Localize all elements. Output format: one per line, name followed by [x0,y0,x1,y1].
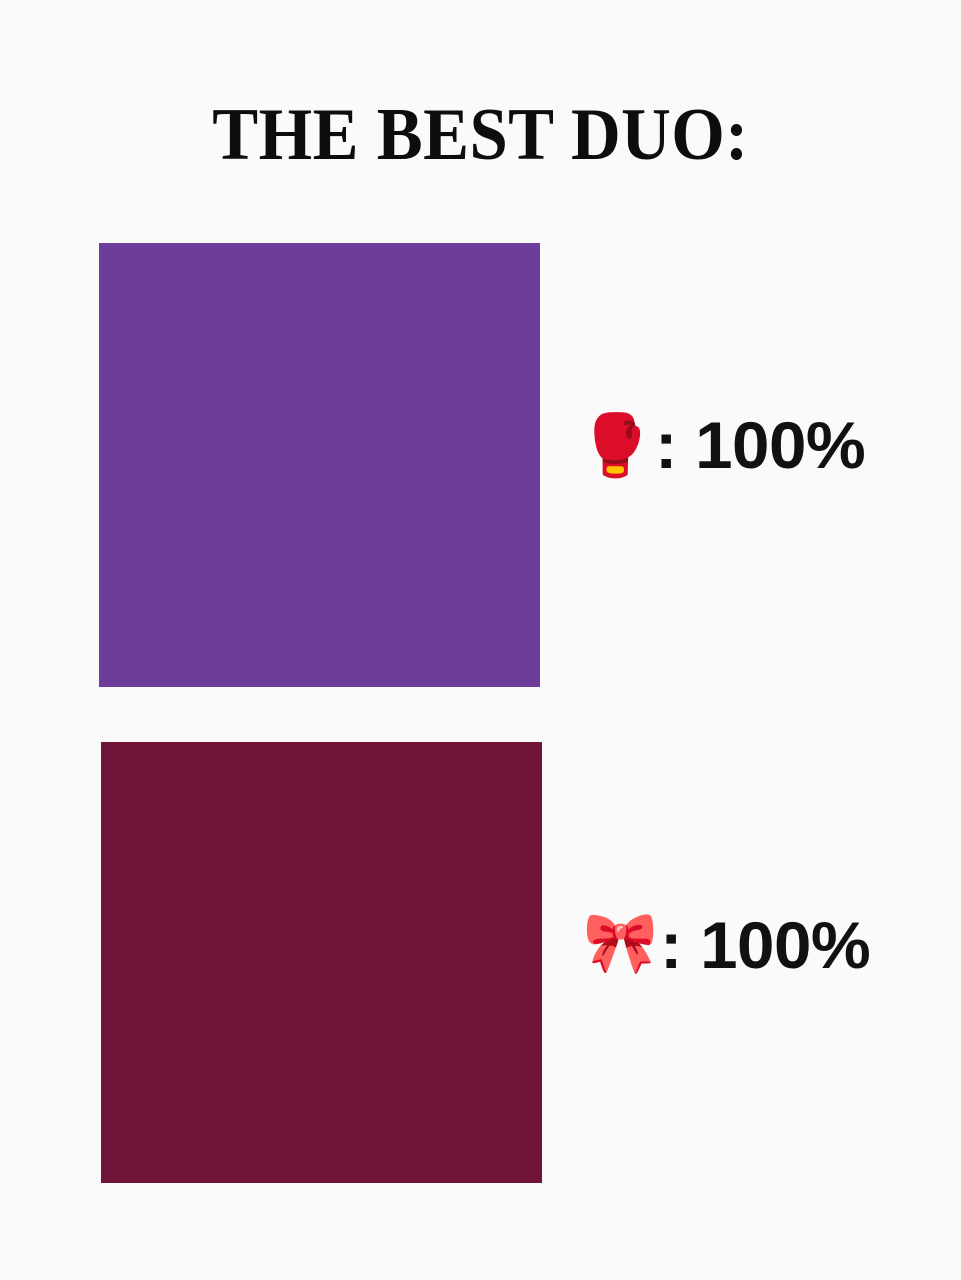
burgundy-color-block [101,742,542,1183]
stat-value-label: : 100% [654,408,866,482]
stat-row: 🥊 : 100% [578,403,865,487]
ribbon-bow-icon: 🎀 [583,908,658,978]
purple-color-block [99,243,540,687]
boxing-glove-icon: 🥊 [578,411,653,481]
stat-row: 🎀 : 100% [583,903,870,987]
stat-value-label: : 100% [659,908,871,982]
page-title: THE BEST DUO: [212,94,749,176]
